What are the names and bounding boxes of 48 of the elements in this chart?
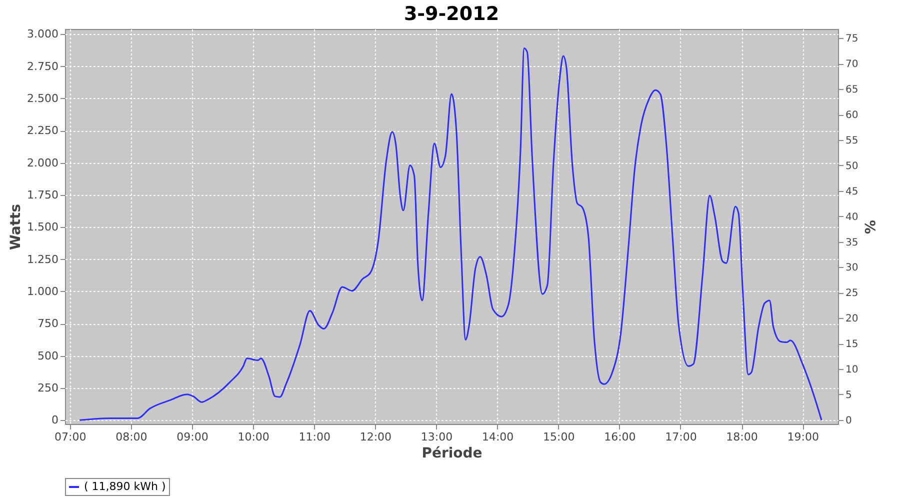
x-tick-label: 11:00 (298, 430, 330, 444)
y2-tick-label: 70 (846, 59, 858, 70)
y2-tick-label: 15 (846, 339, 858, 350)
y-tick-label: 1.250 (27, 252, 58, 266)
x-tick-label: 19:00 (787, 430, 819, 444)
y2-tick-label: 10 (846, 364, 858, 376)
y2-tick-label: 5 (846, 390, 852, 401)
y2-tick-label: 45 (846, 186, 858, 198)
y2-tick-label: 60 (846, 110, 858, 122)
y2-tick-label: 55 (846, 135, 858, 146)
x-tick-label: 07:00 (54, 430, 86, 444)
x-tick-label: 08:00 (116, 430, 148, 444)
y2-tick-label: 30 (846, 262, 858, 274)
y-tick-label: 2.750 (27, 60, 58, 73)
x-tick-label: 09:00 (176, 430, 208, 444)
x-tick-label: 10:00 (238, 430, 270, 444)
x-tick-label: 13:00 (420, 430, 453, 444)
x-tick-label: 14:00 (482, 430, 514, 444)
y2-tick-label: 65 (846, 84, 858, 96)
y-tick-label: 750 (38, 317, 58, 330)
y-tick-label: 3.000 (27, 28, 58, 41)
y-tick-label: 2.000 (27, 156, 58, 170)
y2-tick-label: 75 (846, 34, 858, 45)
y-tick-label: 1.000 (27, 284, 58, 298)
x-tick-label: 12:00 (360, 430, 392, 444)
y2-tick-label: 50 (846, 160, 858, 172)
x-tick-label: 17:00 (665, 430, 697, 444)
x-axis-title: Période (422, 446, 482, 462)
y-tick-label: 500 (38, 349, 58, 362)
x-tick-label: 18:00 (726, 430, 758, 444)
y2-tick-label: 25 (846, 288, 858, 300)
y-tick-label: 2.500 (27, 92, 58, 105)
x-tick-label: 16:00 (604, 430, 636, 444)
x-tick-label: 15:00 (543, 430, 575, 444)
y-tick-label: 2.250 (27, 124, 58, 138)
y2-tick-label: 20 (846, 314, 858, 325)
y-tick-label: 1.500 (27, 220, 58, 234)
y-tick-label: 250 (38, 381, 58, 394)
y2-tick-label: 35 (846, 237, 858, 248)
line-series (78, 48, 822, 421)
chart-title: 3-9-2012 (404, 3, 500, 26)
y2-axis-title: % (861, 220, 878, 234)
y-axis-title: Watts (8, 204, 24, 250)
y2-tick-label: 40 (846, 212, 858, 223)
legend-label: ( 11,890 kWh ) (84, 480, 166, 493)
y-tick-label: 1.750 (27, 188, 58, 202)
y-tick-label: 0 (52, 414, 58, 427)
y2-tick-label: 0 (846, 415, 852, 426)
